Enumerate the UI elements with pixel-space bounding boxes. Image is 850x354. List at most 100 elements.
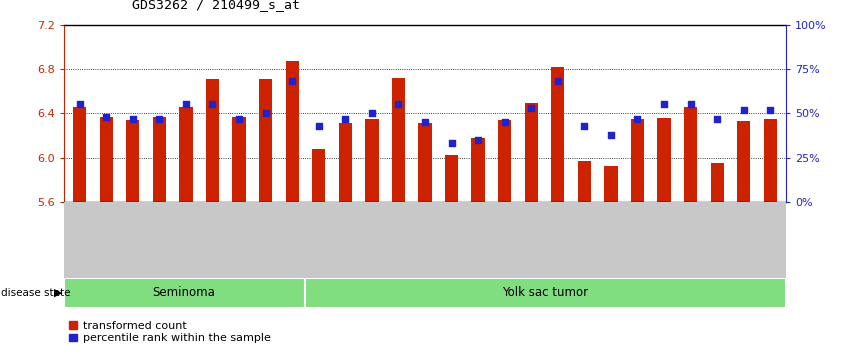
Bar <box>578 161 591 202</box>
Point <box>312 123 326 129</box>
Bar <box>338 123 352 202</box>
Point <box>258 110 272 116</box>
Point <box>152 116 166 121</box>
Bar <box>657 118 671 202</box>
Bar <box>763 119 777 202</box>
Text: GSM267516: GSM267516 <box>527 206 536 261</box>
Point <box>99 114 113 120</box>
Bar <box>120 202 146 278</box>
Bar <box>73 107 87 202</box>
Bar <box>498 120 512 202</box>
Bar <box>737 121 751 202</box>
Bar <box>226 202 252 278</box>
Bar <box>631 119 644 202</box>
Text: GSM267524: GSM267524 <box>740 206 748 260</box>
Text: GSM267513: GSM267513 <box>447 206 456 261</box>
Bar <box>206 79 219 202</box>
Point <box>338 116 352 121</box>
Bar <box>445 155 458 202</box>
Point <box>683 102 697 107</box>
Point <box>418 119 432 125</box>
Text: GSM267525: GSM267525 <box>766 206 775 260</box>
Legend: transformed count, percentile rank within the sample: transformed count, percentile rank withi… <box>70 321 270 343</box>
Text: disease state: disease state <box>1 288 71 298</box>
Bar <box>711 163 724 202</box>
Bar <box>252 202 279 278</box>
Point <box>232 116 246 121</box>
Bar <box>598 202 624 278</box>
Bar <box>93 202 120 278</box>
Bar <box>153 116 166 202</box>
Bar <box>651 202 677 278</box>
Text: GSM267523: GSM267523 <box>712 206 722 260</box>
Text: GSM267504: GSM267504 <box>208 206 217 260</box>
Bar <box>524 103 538 202</box>
Bar <box>126 120 139 202</box>
Bar <box>259 79 272 202</box>
Text: GSM267509: GSM267509 <box>341 206 350 261</box>
Point <box>365 110 378 116</box>
Point <box>206 102 219 107</box>
Text: GSM267520: GSM267520 <box>633 206 642 260</box>
Bar <box>624 202 651 278</box>
Bar <box>64 278 304 308</box>
Bar <box>304 278 786 308</box>
Text: GSM267522: GSM267522 <box>686 206 695 260</box>
Bar <box>730 202 757 278</box>
Bar <box>439 202 465 278</box>
Bar <box>232 116 246 202</box>
Text: GSM267500: GSM267500 <box>102 206 110 261</box>
Text: GSM267507: GSM267507 <box>287 206 297 261</box>
Text: GSM267508: GSM267508 <box>314 206 323 261</box>
Point <box>737 107 751 113</box>
Bar <box>366 119 378 202</box>
Text: GSM267511: GSM267511 <box>394 206 403 261</box>
Bar <box>179 107 193 202</box>
Bar <box>146 202 173 278</box>
Point <box>604 132 618 137</box>
Bar <box>684 107 697 202</box>
Bar <box>472 138 484 202</box>
Bar <box>359 202 385 278</box>
Text: GSM267514: GSM267514 <box>473 206 483 260</box>
Bar <box>571 202 598 278</box>
Bar <box>757 202 784 278</box>
Bar <box>66 202 93 278</box>
Point <box>657 102 671 107</box>
Point <box>577 123 591 129</box>
Point <box>392 102 405 107</box>
Point <box>711 116 724 121</box>
Text: GSM267512: GSM267512 <box>421 206 429 260</box>
Point <box>126 116 139 121</box>
Bar <box>305 202 332 278</box>
Bar <box>279 202 305 278</box>
Point <box>763 107 777 113</box>
Point <box>286 79 299 84</box>
Bar <box>604 166 618 202</box>
Text: GSM267506: GSM267506 <box>261 206 270 261</box>
Point <box>498 119 512 125</box>
Bar <box>332 202 359 278</box>
Point <box>524 105 538 111</box>
Text: GSM267503: GSM267503 <box>181 206 190 261</box>
Bar <box>418 123 432 202</box>
Text: GDS3262 / 210499_s_at: GDS3262 / 210499_s_at <box>132 0 300 11</box>
Point <box>631 116 644 121</box>
Text: GSM267505: GSM267505 <box>235 206 244 261</box>
Point <box>73 102 87 107</box>
Text: GSM267502: GSM267502 <box>155 206 164 260</box>
Bar <box>392 78 405 202</box>
Bar <box>518 202 545 278</box>
Point <box>445 141 458 146</box>
Text: GSM267519: GSM267519 <box>606 206 615 261</box>
Bar <box>99 116 113 202</box>
Bar <box>704 202 730 278</box>
Text: GSM267515: GSM267515 <box>500 206 509 261</box>
Bar <box>286 61 299 202</box>
Bar <box>465 202 491 278</box>
Bar <box>551 67 564 202</box>
Text: ▶: ▶ <box>54 288 62 298</box>
Bar <box>411 202 439 278</box>
Bar <box>545 202 571 278</box>
Text: GSM267518: GSM267518 <box>580 206 589 261</box>
